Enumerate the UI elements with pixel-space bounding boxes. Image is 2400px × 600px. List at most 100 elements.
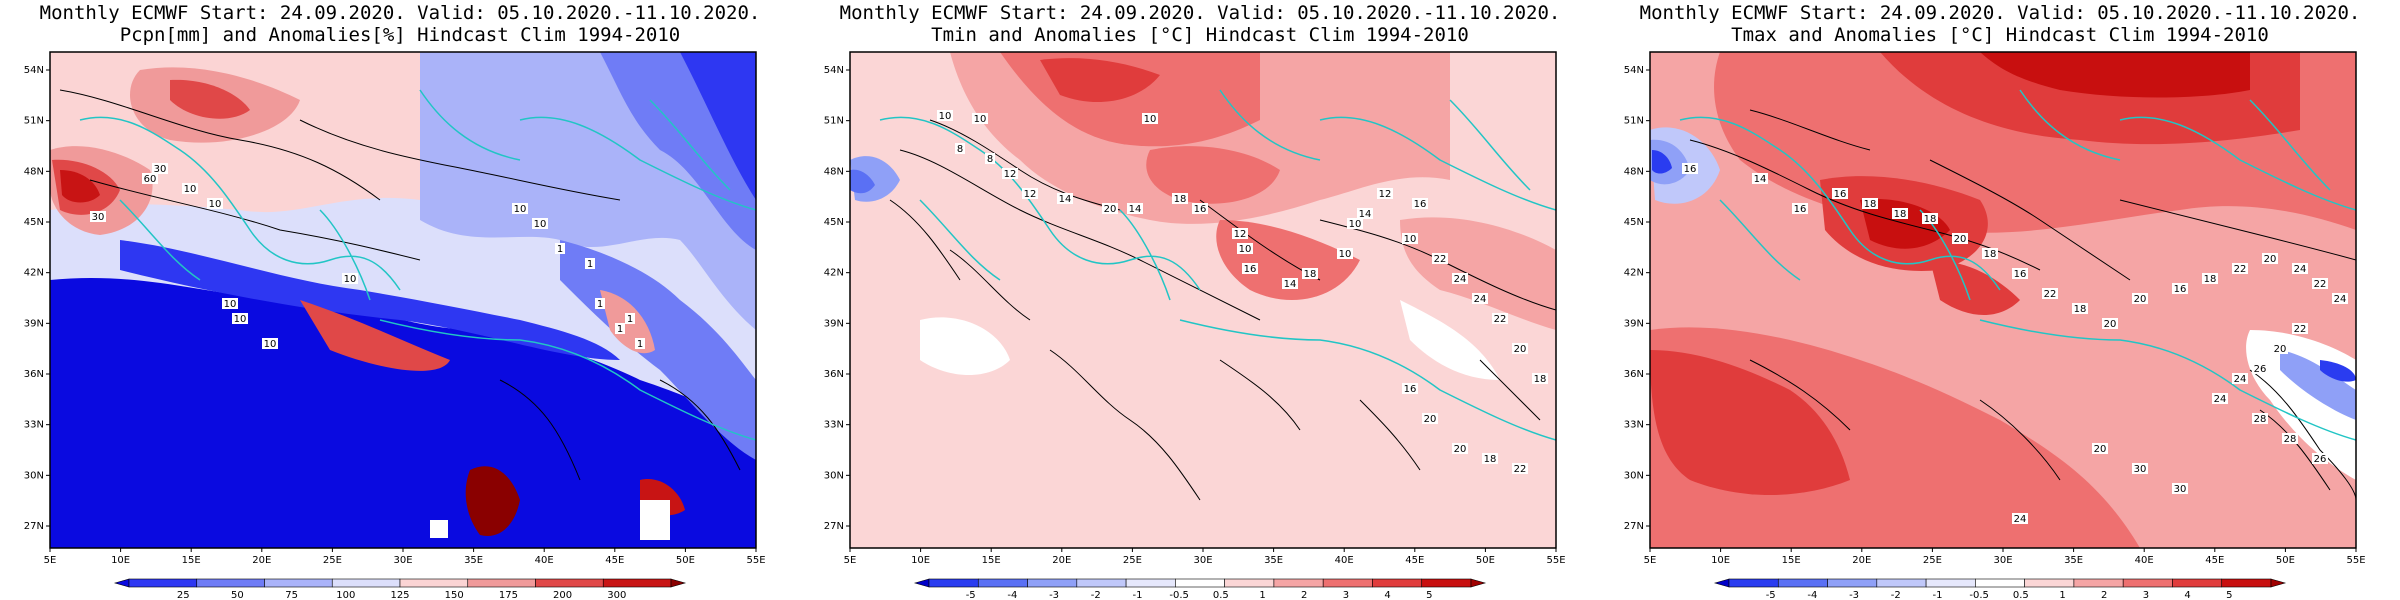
contour-label: 24 [1454,274,1467,285]
colorbar-label: -1 [1932,590,1942,600]
contour-label: 18 [2074,304,2087,315]
colorbar-swatch [1728,578,1779,588]
contour-label: 20 [2134,294,2147,305]
colorbar-label: -0.5 [1969,590,1989,600]
contour-label: 10 [264,339,277,350]
contour-label: 18 [1924,214,1937,225]
panel-title: Monthly ECMWF Start: 24.09.2020. Valid: … [39,2,761,24]
contour-label: 20 [1954,234,1967,245]
lon-tick-label: 45E [2205,555,2224,566]
contour-label: 1 [587,259,593,270]
colorbar-label: 5 [1426,590,1432,600]
colorbar-swatch [1027,578,1078,588]
colorbar-label: 2 [2101,590,2107,600]
lon-tick-label: 25E [1123,555,1142,566]
contour-label: 18 [1864,199,1877,210]
contour-label: 16 [1834,189,1847,200]
panel-title: Monthly ECMWF Start: 24.09.2020. Valid: … [1639,2,2361,24]
lon-tick-label: 55E [1546,555,1565,566]
lon-tick-label: 50E [1476,555,1495,566]
colorbar-swatch [1224,578,1275,588]
contour-label: 26 [2254,364,2267,375]
lon-tick-label: 5E [1644,555,1657,566]
contour-label: 10 [234,314,247,325]
contour-label: 14 [1754,174,1767,185]
lon-tick-label: 20E [1052,555,1071,566]
contour-label: 16 [2014,269,2027,280]
panel-title: Monthly ECMWF Start: 24.09.2020. Valid: … [839,2,1561,24]
colorbar-label: 3 [2143,590,2149,600]
contour-label: 22 [1434,254,1447,265]
contour-label: 10 [224,299,237,310]
colorbar-swatch [928,578,979,588]
contour-label: 16 [1684,164,1697,175]
contour-label: 10 [1339,249,1352,260]
lon-tick-label: 35E [464,555,483,566]
colorbar-label: -3 [1849,590,1859,600]
lon-tick-label: 15E [1782,555,1801,566]
tmax-panel: Monthly ECMWF Start: 24.09.2020. Valid: … [1600,0,2400,600]
precip-colorbar: 25 50 75 100 125 150 175 200 300 [113,578,687,600]
contour-label: 10 [209,199,222,210]
contour-label: 12 [1024,189,1037,200]
tmin-panel: Monthly ECMWF Start: 24.09.2020. Valid: … [800,0,1600,600]
colorbar-max-arrow [1470,578,1487,588]
lon-tick-label: 25E [323,555,342,566]
colorbar-min-arrow [113,578,130,588]
colorbar-swatch [2122,578,2173,588]
lon-tick-label: 20E [252,555,271,566]
contour-label: 20 [2274,344,2287,355]
contour-label: 24 [1474,294,1487,305]
lon-tick-label: 5E [844,555,857,566]
contour-label: 22 [2294,324,2307,335]
colorbar-swatch [1175,578,1225,588]
contour-label: 22 [1514,464,1527,475]
contour-label: 24 [2014,514,2027,525]
colorbar-label: -5 [1766,590,1776,600]
colorbar-label: 4 [2184,590,2190,600]
contour-label: 10 [534,219,547,230]
lat-tick-label: 36N [824,369,844,380]
lat-tick-label: 27N [24,521,44,532]
lon-tick-label: 40E [1335,555,1354,566]
contour-label: 22 [1494,314,1507,325]
colorbar-swatch [535,578,604,588]
colorbar-min-arrow [913,578,930,588]
contour-label: 16 [1794,204,1807,215]
lat-tick-label: 45N [1624,217,1644,228]
contour-label: 8 [987,154,993,165]
lon-tick-label: 10E [111,555,130,566]
lon-tick-label: 30E [1993,555,2012,566]
colorbar-swatch [1827,578,1878,588]
contour-label: 10 [514,204,527,215]
lon-tick-label: 45E [605,555,624,566]
contour-label: 10 [1144,114,1157,125]
lat-tick-label: 39N [24,318,44,329]
contour-label: 14 [1059,194,1072,205]
colorbar-swatch [128,578,198,588]
lat-tick-label: 42N [1624,268,1644,279]
contour-label: 16 [1194,204,1207,215]
contour-label: 20 [1424,414,1437,425]
contour-label: 10 [184,184,197,195]
contour-label: 22 [2044,289,2057,300]
contour-label: 16 [1404,384,1417,395]
tmin-map: 54N 51N 48N 45N 42N 39N 36N 33N 30N 27N 5E 10E 15E 20… [824,51,1566,566]
colorbar-swatch [2221,578,2272,588]
lat-tick-label: 54N [24,65,44,76]
panel-subtitle: Tmin and Anomalies [°C] Hindcast Clim 19… [931,24,1469,46]
contour-label: 18 [2204,274,2217,285]
colorbar-label: 300 [607,590,626,600]
colorbar-swatch [331,578,401,588]
contour-label: 20 [1104,204,1117,215]
colorbar-swatch [977,578,1028,588]
lon-tick-label: 15E [182,555,201,566]
contour-label: 10 [344,274,357,285]
lat-tick-label: 42N [824,268,844,279]
lon-tick-label: 50E [2276,555,2295,566]
contour-label: 8 [957,144,963,155]
contour-label: 18 [1304,269,1317,280]
contour-label: 14 [1129,204,1142,215]
contour-label: 28 [2254,414,2267,425]
lat-tick-label: 33N [1624,420,1644,431]
